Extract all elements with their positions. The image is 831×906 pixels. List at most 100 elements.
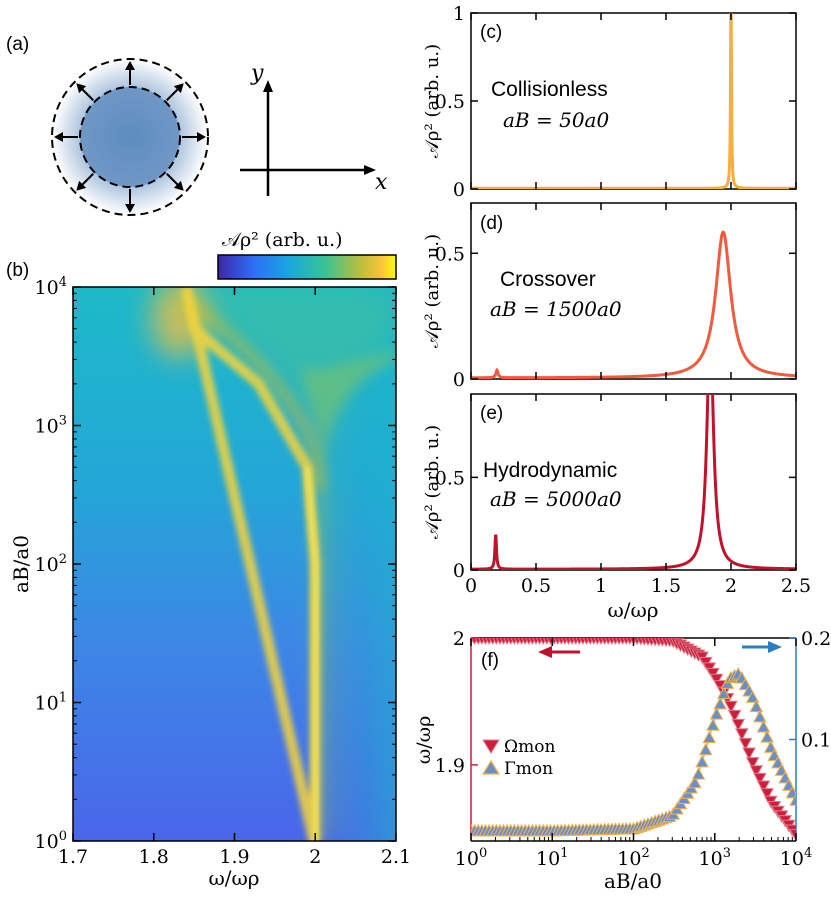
heatmap-ytick-label: 103 xyxy=(35,414,67,438)
plot-d-frame xyxy=(470,202,797,380)
gamma-marker xyxy=(691,767,706,780)
heatmap-ytick-label: 104 xyxy=(35,275,67,299)
x-arrow-icon xyxy=(364,165,376,175)
plot-f-right-ytick-label: 0.1 xyxy=(801,730,831,752)
gamma-marker xyxy=(760,730,774,743)
ytick-label: 0 xyxy=(453,369,465,391)
plot-e-axes: 0 0.5 0 0.5 1 1.5 2 2.5 xyxy=(435,394,811,597)
plot-d-curve xyxy=(471,230,796,379)
heatmap-xtick-label: 2.1 xyxy=(381,846,411,868)
heatmap-xtick-label: 1.9 xyxy=(219,846,249,868)
legend-gamma-marker-icon xyxy=(481,759,501,775)
left-axis-arrow-icon xyxy=(538,646,580,658)
plot-e-regime: Hydrodynamic xyxy=(483,459,617,482)
heatmap-xlabel: ω/ωρ xyxy=(208,866,259,890)
plot-f-xtick-label: 101 xyxy=(536,846,568,870)
radial-arrowhead-icon xyxy=(197,132,206,142)
omega-marker xyxy=(727,709,742,723)
heatmap-axes: 1.7 1.8 1.9 2 2.1 100 101 102 103 104 xyxy=(35,275,412,868)
plot-f-xtick-label: 102 xyxy=(617,846,649,870)
xtick-label: 1.5 xyxy=(651,575,681,597)
plot-e-xlabel: ω/ωρ xyxy=(607,598,658,622)
plot-c-frame xyxy=(470,12,797,190)
gamma-marker xyxy=(706,718,720,731)
gamma-marker xyxy=(716,686,731,700)
xtick-label: 0.5 xyxy=(521,575,551,597)
plot-c-regime: Collisionless xyxy=(491,78,608,101)
radial-arrow xyxy=(166,173,181,188)
gamma-marker xyxy=(756,719,771,733)
heatmap-xtick-label: 2 xyxy=(309,846,321,868)
ytick-label: 0.5 xyxy=(435,91,465,113)
right-axis-arrow-icon xyxy=(742,641,782,653)
panel-label-d: (d) xyxy=(480,213,503,234)
omega-marker xyxy=(789,829,796,841)
plot-e-curve xyxy=(471,394,796,570)
radial-arrowhead-icon xyxy=(125,204,135,213)
gamma-marker xyxy=(789,793,796,806)
omega-marker xyxy=(734,728,749,741)
plot-f-axes: 100 101 102 103 104 1.9 2 0.1 0.2 xyxy=(435,628,831,870)
xtick-label: 0 xyxy=(465,575,477,597)
omega-marker xyxy=(745,757,760,770)
xtick-label: 1 xyxy=(595,575,607,597)
plot-d-regime: Crossover xyxy=(500,268,596,291)
plot-f-markers xyxy=(471,638,796,841)
omega-marker xyxy=(709,673,724,687)
panel-label-e: (e) xyxy=(480,403,503,424)
y-arrow-icon xyxy=(263,80,273,92)
radial-arrowhead-icon xyxy=(125,61,135,70)
plot-f-right-ytick-label: 0.2 xyxy=(801,628,831,650)
plot-f-xlabel: aB/a0 xyxy=(604,869,662,893)
plot-f-left-ytick-label: 1.9 xyxy=(435,755,465,777)
ytick-label: 0 xyxy=(453,179,465,201)
cloud-sketch xyxy=(51,58,209,216)
plot-e-annotation: aB = 5000a0 xyxy=(490,487,622,511)
heatmap-ytick-label: 102 xyxy=(35,552,67,576)
omega-marker xyxy=(742,747,756,761)
omega-marker xyxy=(756,780,771,794)
gamma-marker xyxy=(713,696,728,710)
radial-arrowhead-icon xyxy=(173,180,184,191)
heatmap-ytick-label: 100 xyxy=(35,829,67,853)
axes-sketch: y x xyxy=(240,61,388,196)
omega-marker xyxy=(753,772,767,786)
plot-d-ylabel: 𝒜ρ² (arb. u.) xyxy=(422,234,443,348)
plot-d-annotation: aB = 1500a0 xyxy=(490,297,622,321)
radial-arrow xyxy=(166,86,181,101)
radial-arrowhead-icon xyxy=(173,83,184,94)
colorbar-label: 𝒜ρ² (arb. u.) xyxy=(222,229,343,251)
gamma-marker xyxy=(695,754,709,768)
omega-marker xyxy=(724,700,738,714)
gamma-marker xyxy=(698,742,713,756)
inner-cloud xyxy=(80,87,180,187)
gamma-marker xyxy=(753,709,767,723)
gamma-marker xyxy=(702,730,717,744)
radial-arrow xyxy=(79,173,94,188)
omega-marker xyxy=(731,718,746,732)
plot-c-annotation: aB = 50a0 xyxy=(503,108,609,132)
gamma-marker xyxy=(688,775,702,789)
plot-f-ylabel: ω/ωρ xyxy=(413,716,435,765)
radial-arrow xyxy=(79,86,94,101)
legend-gamma-label: Γmon xyxy=(504,759,553,779)
radial-arrowhead-icon xyxy=(76,180,87,191)
radial-arrowhead-icon xyxy=(76,83,87,94)
plot-d-axes: 00.5 xyxy=(435,203,797,391)
xtick-label: 2.5 xyxy=(781,575,811,597)
heatmap-ridge xyxy=(180,287,321,841)
xtick-label: 2 xyxy=(725,575,737,597)
plot-e-ylabel: 𝒜ρ² (arb. u.) xyxy=(422,425,443,539)
panel-label-c: (c) xyxy=(480,22,502,43)
gamma-marker xyxy=(709,707,724,720)
radial-arrowhead-icon xyxy=(54,132,63,142)
colorbar xyxy=(217,254,397,280)
outer-dashed-circle xyxy=(51,58,209,216)
ytick-label: 0.5 xyxy=(435,467,465,489)
sketch-y-label: y xyxy=(250,61,264,86)
heatmap-xtick-label: 1.8 xyxy=(139,846,169,868)
sketch-x-label: x xyxy=(375,170,388,195)
ytick-label: 0 xyxy=(453,560,465,582)
legend-omega-label: Ωmon xyxy=(504,737,555,757)
